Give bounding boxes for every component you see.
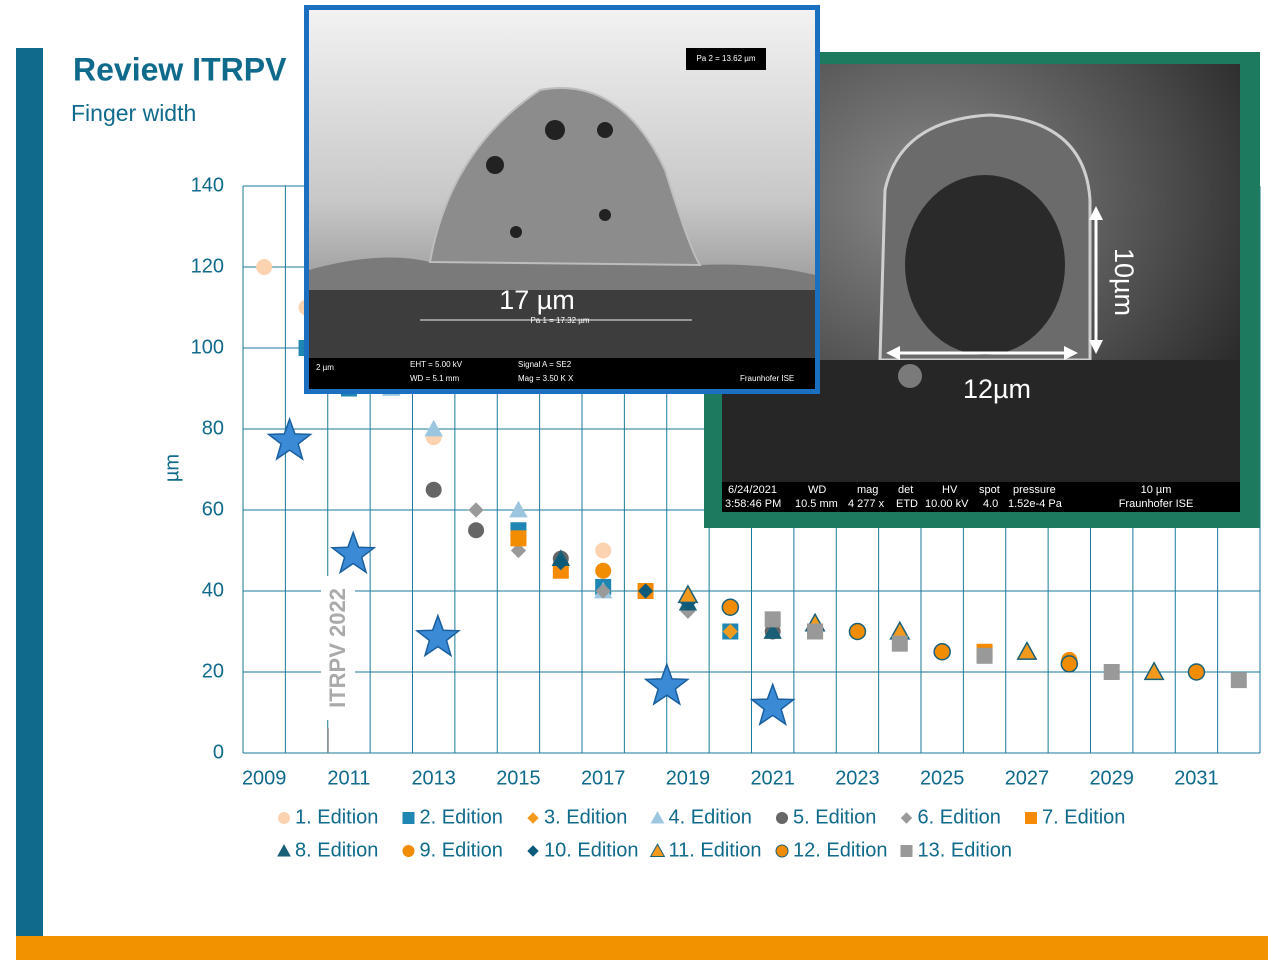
measure-label: 17 µm: [499, 285, 575, 315]
info: 4 277 x: [848, 498, 885, 510]
info: Signal A = SE2: [518, 360, 572, 369]
info: mag: [857, 484, 878, 496]
info: pressure: [1013, 484, 1056, 496]
photo-overlay: 12µm 10µm 6/24/2021 3:58:46 PM WD 10.5 m…: [0, 0, 1268, 960]
info: Mag = 3.50 K X: [518, 374, 574, 383]
info: 10.5 mm: [795, 498, 838, 510]
info: 3:58:46 PM: [725, 498, 781, 510]
info: Pa 2 = 13.62 µm: [696, 54, 755, 63]
info: 6/24/2021: [728, 484, 777, 496]
info: Fraunhofer ISE: [1119, 498, 1194, 510]
info: 10.00 kV: [925, 498, 969, 510]
info: 1.52e-4 Pa: [1008, 498, 1063, 510]
info: Pa 1 = 17.32 µm: [530, 316, 589, 325]
page: {"header": {"title": "Review ITRPV", "su…: [0, 0, 1268, 960]
info: ETD: [896, 498, 918, 510]
info: 10 µm: [1141, 484, 1172, 496]
info: 4.0: [983, 498, 998, 510]
info: spot: [979, 484, 1000, 496]
info: det: [898, 484, 913, 496]
info: 2 µm: [316, 363, 334, 372]
width-label: 12µm: [963, 374, 1031, 404]
height-label: 10µm: [1109, 248, 1139, 316]
info: WD: [808, 484, 826, 496]
info: HV: [942, 484, 958, 496]
info: EHT = 5.00 kV: [410, 360, 463, 369]
info: Fraunhofer ISE: [740, 374, 794, 383]
info: WD = 5.1 mm: [410, 374, 459, 383]
sem-photo-1: 17 µm Pa 2 = 13.62 µm Pa 1 = 17.32 µm 2 …: [304, 5, 820, 394]
